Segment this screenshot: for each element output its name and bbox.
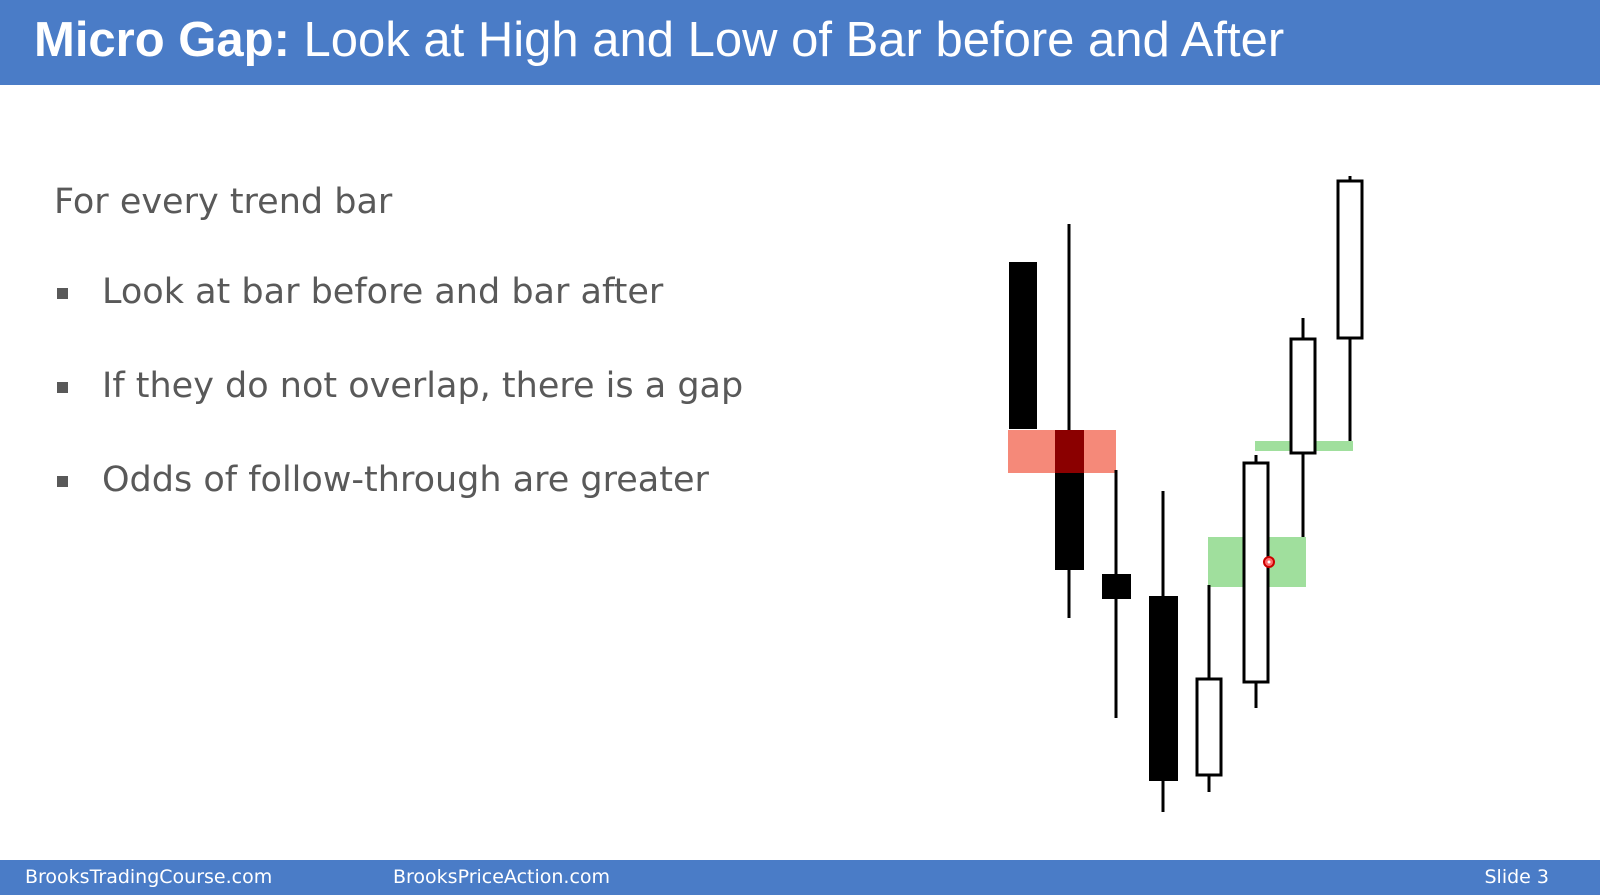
slide-title: Micro Gap: Look at High and Low of Bar b… [34, 10, 1284, 70]
bear-candle [1102, 574, 1131, 599]
bullet-square-icon [57, 476, 68, 487]
gap-overlap-dark [1055, 430, 1084, 473]
bullet-text: Odds of follow-through are greater [102, 460, 709, 500]
bear-candle [1149, 596, 1178, 781]
bullet-square-icon [57, 288, 68, 299]
bull-candle [1289, 337, 1317, 455]
cursor-dot-center [1267, 560, 1271, 564]
bullet-text: Look at bar before and bar after [102, 272, 664, 312]
bullet-square-icon [57, 382, 68, 393]
footer-link-brookstradingcourse[interactable]: BrooksTradingCourse.com [25, 866, 273, 888]
bullet-text: If they do not overlap, there is a gap [102, 366, 744, 406]
bull-candle [1336, 179, 1364, 340]
slide-title-bold: Micro Gap: [34, 13, 290, 67]
slide-title-rest: Look at High and Low of Bar before and A… [289, 13, 1285, 67]
footer-bar: BrooksTradingCourse.com BrooksPriceActio… [0, 860, 1600, 895]
intro-text: For every trend bar [54, 182, 393, 222]
header-bar: Micro Gap: Look at High and Low of Bar b… [0, 0, 1600, 85]
footer-link-brookspriceaction[interactable]: BrooksPriceAction.com [393, 866, 611, 888]
bear-candle [1009, 262, 1037, 429]
bull-candle [1242, 461, 1270, 684]
bull-candle [1195, 677, 1223, 777]
slide-number: Slide 3 [1484, 866, 1550, 888]
